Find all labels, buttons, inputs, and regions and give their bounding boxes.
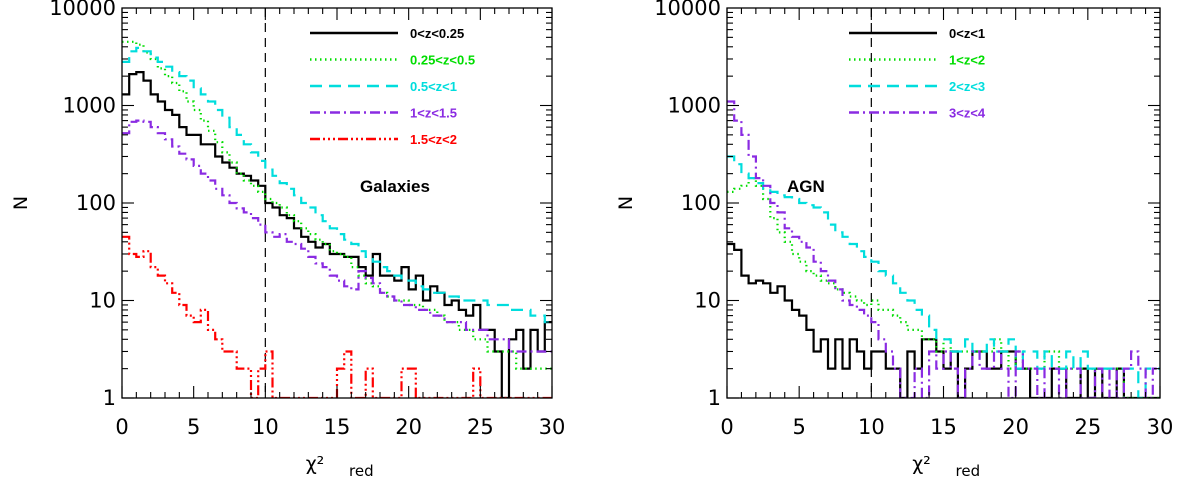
series-line-2 bbox=[122, 46, 552, 324]
x-axis-title-subscript: red bbox=[349, 462, 374, 480]
x-tick-label: 20 bbox=[1002, 415, 1029, 439]
x-tick-label: 5 bbox=[187, 415, 200, 439]
y-tick-label: 1000 bbox=[63, 94, 116, 118]
panel-annotation: Galaxies bbox=[360, 177, 430, 196]
legend-label: 1<z<1.5 bbox=[410, 106, 457, 121]
y-tick-label: 1000 bbox=[668, 94, 721, 118]
x-tick-label: 15 bbox=[930, 415, 957, 439]
x-tick-label: 20 bbox=[395, 415, 422, 439]
x-tick-label: 5 bbox=[792, 415, 805, 439]
y-axis-title: N bbox=[10, 196, 32, 210]
legend-label: 1<z<2 bbox=[949, 53, 985, 68]
x-tick-label: 10 bbox=[252, 415, 279, 439]
legend-label: 0<z<0.25 bbox=[410, 26, 464, 41]
agn-panel: 0 5 10 15 20 25 30 1 10 100 1000 10000 Nχ² red AGN 0<z<… bbox=[615, 0, 1173, 480]
series-line-1 bbox=[727, 177, 1160, 398]
series-line-4 bbox=[122, 235, 552, 398]
series-line-1 bbox=[122, 40, 552, 370]
legend-label: 1.5<z<2 bbox=[410, 132, 457, 147]
y-tick-label: 100 bbox=[681, 191, 721, 215]
plot-frame bbox=[121, 7, 553, 399]
x-tick-label: 25 bbox=[467, 415, 494, 439]
x-tick-label: 25 bbox=[1074, 415, 1101, 439]
legend-label: 0.5<z<1 bbox=[410, 79, 457, 94]
x-axis-title-subscript: red bbox=[956, 462, 981, 480]
series-line-0 bbox=[122, 71, 552, 398]
y-tick-label: 10 bbox=[694, 289, 721, 313]
x-tick-label: 0 bbox=[115, 415, 128, 439]
y-tick-label: 10000 bbox=[654, 0, 721, 20]
legend-label: 2<z<3 bbox=[949, 79, 985, 94]
x-tick-label: 10 bbox=[858, 415, 885, 439]
x-tick-label: 15 bbox=[324, 415, 351, 439]
series-line-0 bbox=[727, 242, 1160, 398]
legend-label: 3<z<4 bbox=[949, 106, 986, 121]
y-tick-label: 1 bbox=[103, 386, 116, 410]
x-tick-label: 30 bbox=[539, 415, 566, 439]
series-line-3 bbox=[727, 100, 1160, 398]
series-line-2 bbox=[727, 155, 1160, 398]
y-tick-label: 10 bbox=[89, 289, 116, 313]
y-tick-label: 100 bbox=[76, 191, 116, 215]
y-axis-title: N bbox=[615, 196, 637, 210]
y-tick-label: 1 bbox=[708, 386, 721, 410]
x-tick-label: 30 bbox=[1147, 415, 1174, 439]
y-tick-label: 10000 bbox=[49, 0, 116, 20]
x-axis-title: χ² bbox=[912, 453, 931, 475]
x-tick-label: 0 bbox=[720, 415, 733, 439]
series-line-3 bbox=[122, 119, 552, 353]
panel-annotation: AGN bbox=[787, 177, 825, 196]
x-axis-title: χ² bbox=[306, 453, 325, 475]
galaxies-panel: 0 5 10 15 20 25 30 1 10 100 1000 10000 Nχ² red Galaxie… bbox=[10, 0, 565, 480]
legend-label: 0<z<1 bbox=[949, 26, 985, 41]
legend-label: 0.25<z<0.5 bbox=[410, 53, 475, 68]
